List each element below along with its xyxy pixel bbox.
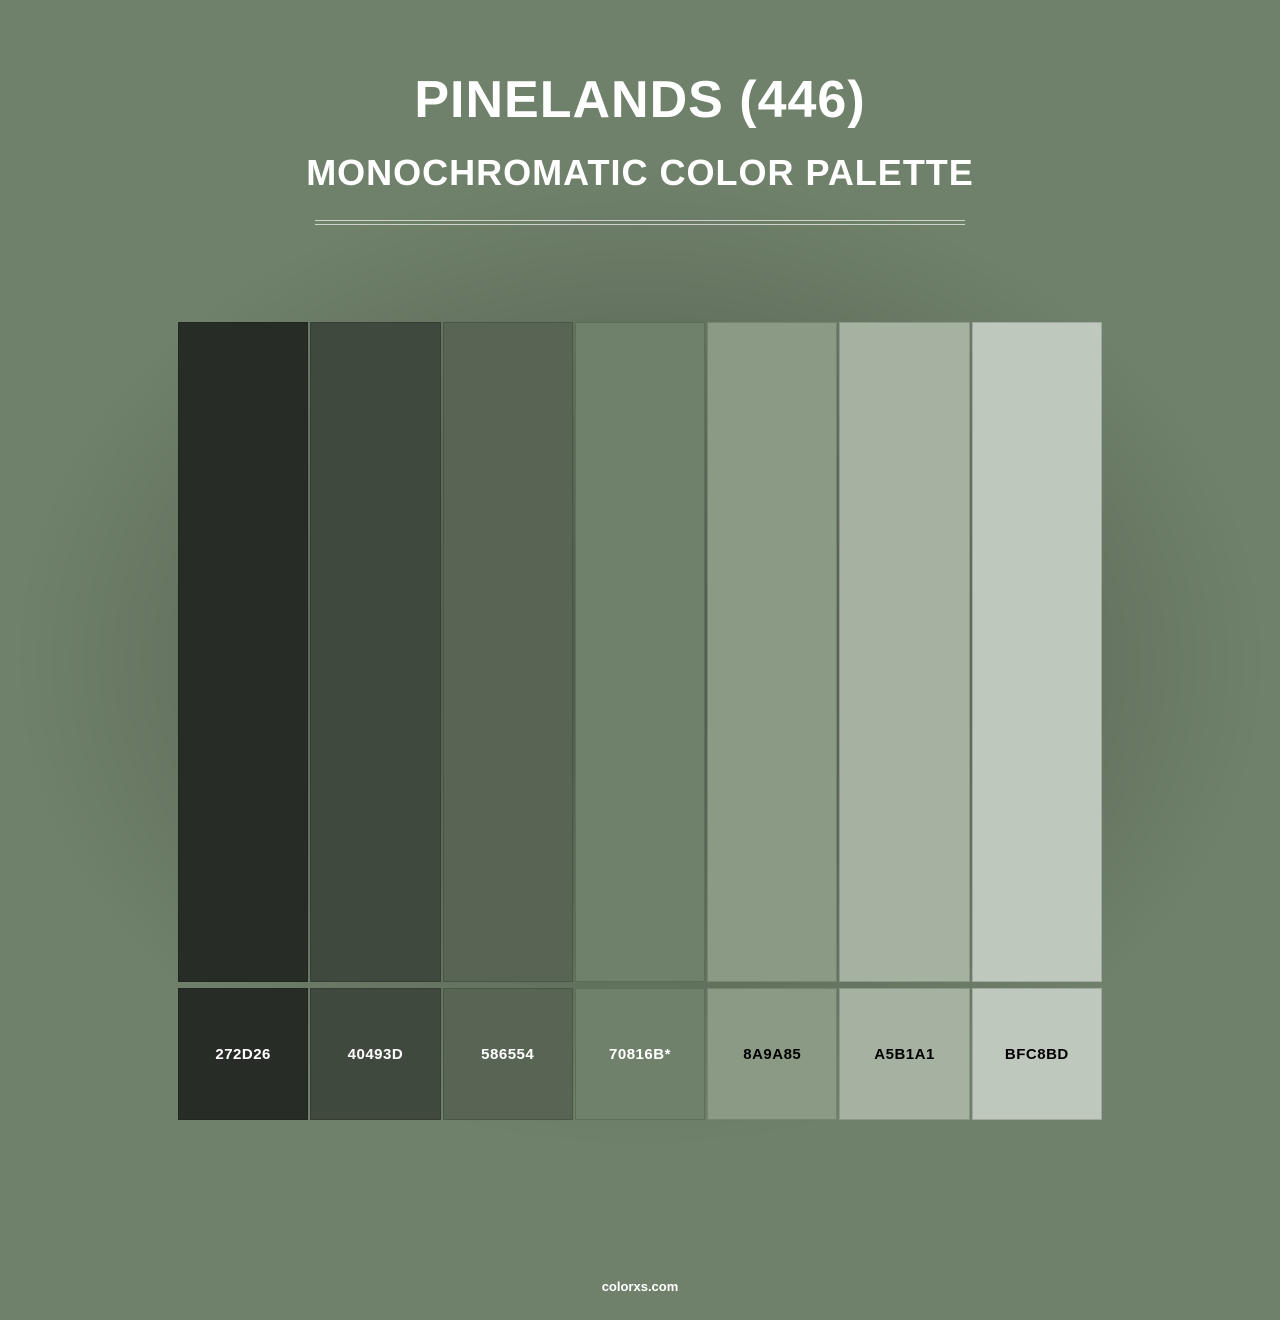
- swatch-hex-label: A5B1A1: [874, 1046, 935, 1063]
- swatch-big: [972, 322, 1102, 982]
- swatch-column: BFC8BD: [972, 322, 1102, 1120]
- swatch-hex-label: 586554: [481, 1046, 534, 1063]
- swatch-label-box: 40493D: [310, 988, 440, 1120]
- content-wrapper: PINELANDS (446) MONOCHROMATIC COLOR PALE…: [0, 0, 1280, 1320]
- swatch-column: A5B1A1: [839, 322, 969, 1120]
- swatch-hex-label: 70816B*: [609, 1046, 671, 1063]
- swatch-label-box: A5B1A1: [839, 988, 969, 1120]
- swatch-big: [443, 322, 573, 982]
- divider-line: [315, 220, 965, 221]
- swatch-column: 586554: [443, 322, 573, 1120]
- title-divider: [315, 220, 965, 226]
- swatch-column: 70816B*: [575, 322, 705, 1120]
- swatch-hex-label: 40493D: [348, 1046, 404, 1063]
- page-subtitle: MONOCHROMATIC COLOR PALETTE: [306, 152, 974, 194]
- swatch-column: 272D26: [178, 322, 308, 1120]
- page-title: PINELANDS (446): [414, 70, 865, 130]
- swatch-big: [839, 322, 969, 982]
- color-palette: 272D26 40493D 586554 70816B* 8A9A85 A5B1A1 BFC…: [178, 322, 1102, 1120]
- swatch-label-box: 272D26: [178, 988, 308, 1120]
- swatch-label-box: 8A9A85: [707, 988, 837, 1120]
- divider-line: [315, 224, 965, 225]
- swatch-column: 40493D: [310, 322, 440, 1120]
- footer-credit: colorxs.com: [0, 1279, 1280, 1294]
- swatch-label-box: 70816B*: [575, 988, 705, 1120]
- swatch-big: [178, 322, 308, 982]
- swatch-big: [575, 322, 705, 982]
- swatch-hex-label: BFC8BD: [1005, 1046, 1069, 1063]
- swatch-column: 8A9A85: [707, 322, 837, 1120]
- swatch-label-box: BFC8BD: [972, 988, 1102, 1120]
- swatch-big: [310, 322, 440, 982]
- swatch-hex-label: 8A9A85: [743, 1046, 801, 1063]
- swatch-big: [707, 322, 837, 982]
- swatch-label-box: 586554: [443, 988, 573, 1120]
- swatch-hex-label: 272D26: [215, 1046, 271, 1063]
